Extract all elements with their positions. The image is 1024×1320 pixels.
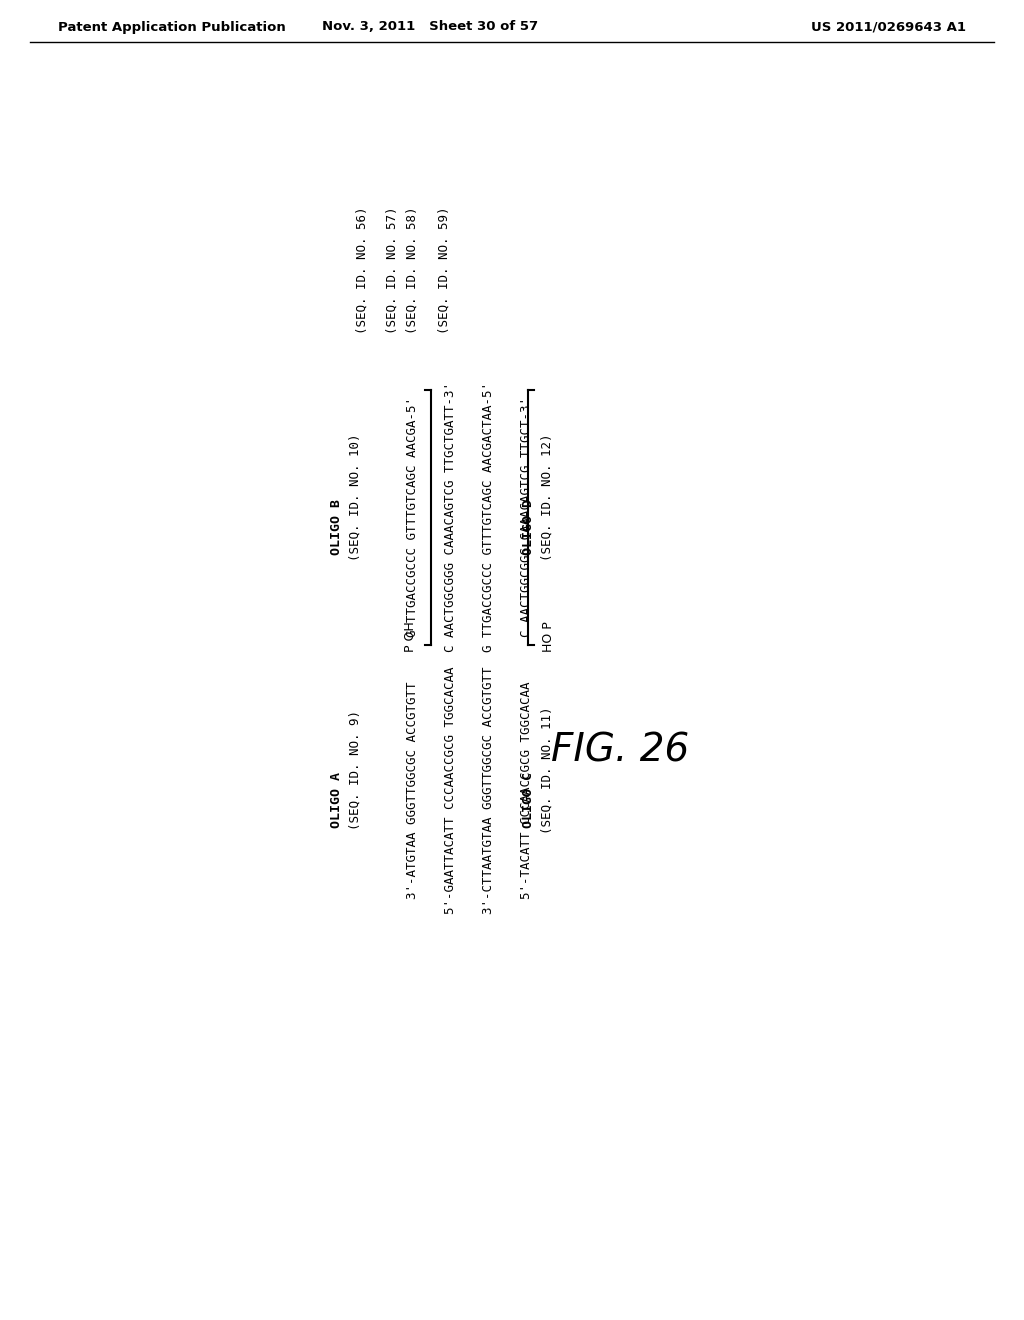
Text: OLIGO A: OLIGO A [330,772,342,828]
Text: G TTGACCGCCC GTTTGTCAGC AACGA-5': G TTGACCGCCC GTTTGTCAGC AACGA-5' [406,397,419,638]
Text: FIG. 26: FIG. 26 [551,731,689,770]
Text: 3'-ATGTAA GGGTTGGCGC ACCGTGTT: 3'-ATGTAA GGGTTGGCGC ACCGTGTT [406,681,419,899]
Text: (SEQ. ID. NO. 12): (SEQ. ID. NO. 12) [541,433,554,561]
Text: C AACTGGCGGG CAAACAGTCG TTGCT-3': C AACTGGCGGG CAAACAGTCG TTGCT-3' [520,397,534,638]
Text: 5'-TACATT CCCAACCGCG TGGCACAA: 5'-TACATT CCCAACCGCG TGGCACAA [520,681,534,899]
Text: (SEQ. ID. NO. 57): (SEQ. ID. NO. 57) [385,206,398,334]
Text: OLIGO B: OLIGO B [330,499,342,554]
Text: OLIGO D: OLIGO D [521,499,535,554]
Text: (SEQ. ID. NO. 58): (SEQ. ID. NO. 58) [406,206,419,334]
Text: Nov. 3, 2011   Sheet 30 of 57: Nov. 3, 2011 Sheet 30 of 57 [322,21,538,33]
Text: P OH: P OH [404,622,418,652]
Text: 3'-CTTAATGTAA GGGTTGGCGC ACCGTGTT: 3'-CTTAATGTAA GGGTTGGCGC ACCGTGTT [481,667,495,913]
Text: US 2011/0269643 A1: US 2011/0269643 A1 [811,21,966,33]
Text: (SEQ. ID. NO. 11): (SEQ. ID. NO. 11) [541,706,554,834]
Text: G TTGACCGCCC GTTTGTCAGC AACGACTAA-5': G TTGACCGCCC GTTTGTCAGC AACGACTAA-5' [481,381,495,652]
Text: (SEQ. ID. NO. 9): (SEQ. ID. NO. 9) [348,710,361,830]
Text: 5'-GAATTACATT CCCAACCGCG TGGCACAA: 5'-GAATTACATT CCCAACCGCG TGGCACAA [444,667,458,913]
Text: OLIGO C: OLIGO C [521,772,535,828]
Text: (SEQ. ID. NO. 56): (SEQ. ID. NO. 56) [355,206,369,334]
Text: Patent Application Publication: Patent Application Publication [58,21,286,33]
Text: (SEQ. ID. NO. 10): (SEQ. ID. NO. 10) [348,433,361,561]
Text: HO P: HO P [542,622,555,652]
Text: C AACTGGCGGG CAAACAGTCG TTGCTGATT-3': C AACTGGCGGG CAAACAGTCG TTGCTGATT-3' [444,381,458,652]
Text: (SEQ. ID. NO. 59): (SEQ. ID. NO. 59) [437,206,451,334]
